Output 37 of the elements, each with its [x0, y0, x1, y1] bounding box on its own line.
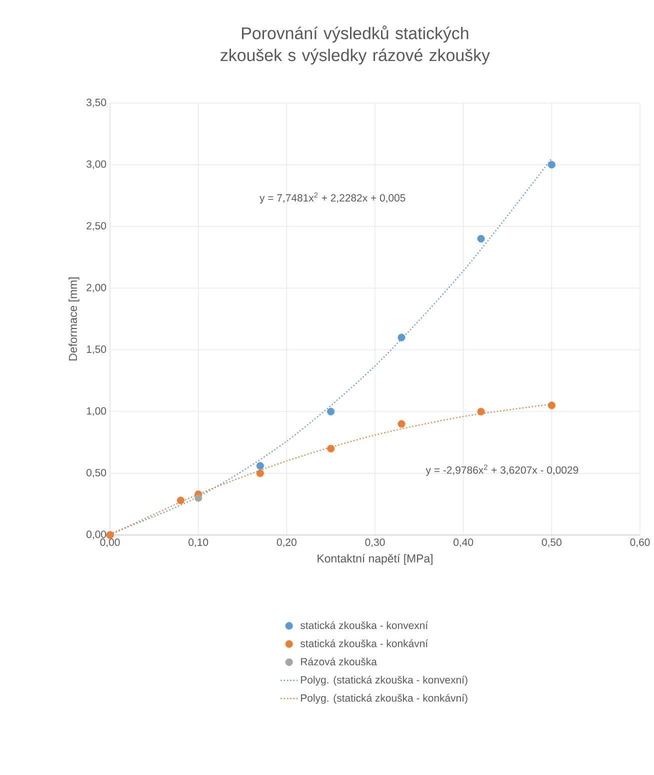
point: [477, 234, 486, 243]
annotation: y = -2,9786x$^{2}$ + 3,6207x - 0,0029: [426, 464, 578, 476]
point: [477, 408, 486, 416]
x-tick-label: 0,20: [277, 538, 297, 548]
y-tick-label: 2,00: [86, 284, 106, 292]
point: [256, 469, 264, 478]
point: [398, 334, 406, 342]
legend-label: statická zkouška - konkávní: [300, 639, 428, 648]
point: [327, 444, 335, 452]
x-tick-label: 0,40: [454, 538, 474, 548]
point: [256, 462, 264, 470]
legend-label: statická zkouška - konvexní: [300, 621, 428, 630]
legend-label: Polyg. (statická zkouška - konvexní): [301, 676, 468, 686]
legend-label: Rázová zkouška: [301, 658, 378, 666]
y-tick-label: 1,00: [87, 407, 106, 416]
y-tick-label: 3,00: [86, 160, 106, 170]
chart-title: Porovnání výsledků statických zkoušek s výsledky rázové zkoušky: [220, 25, 490, 65]
point: [548, 402, 556, 410]
y-tick-label: 2,50: [86, 222, 106, 231]
y-tick-label: 1,50: [87, 346, 106, 354]
y-axis-title: Deformace [mm]: [68, 277, 80, 360]
x-tick-label: 0,50: [542, 538, 562, 548]
y-tick-label: 0,50: [86, 468, 106, 478]
y-tick-label: 0,00: [86, 530, 106, 540]
point: [177, 496, 185, 504]
x-tick-label: 0,30: [365, 538, 386, 548]
point: [398, 420, 406, 428]
x-axis-title: Kontaktní napětí [MPa]: [318, 554, 433, 565]
x-tick-label: 0,00: [100, 538, 120, 548]
point: [327, 408, 335, 416]
x-tick-label: 0,10: [188, 538, 208, 548]
annotation: y = 7,7481x$^{2}$ + 2,2282x + 0,005: [260, 192, 406, 204]
legend-label: Polyg. (statická zkouška - konkávní): [301, 694, 468, 704]
x-tick-label: 0,60: [630, 538, 650, 548]
y-tick-label: 3,50: [86, 98, 106, 108]
point: [548, 160, 556, 168]
point: [194, 494, 202, 502]
